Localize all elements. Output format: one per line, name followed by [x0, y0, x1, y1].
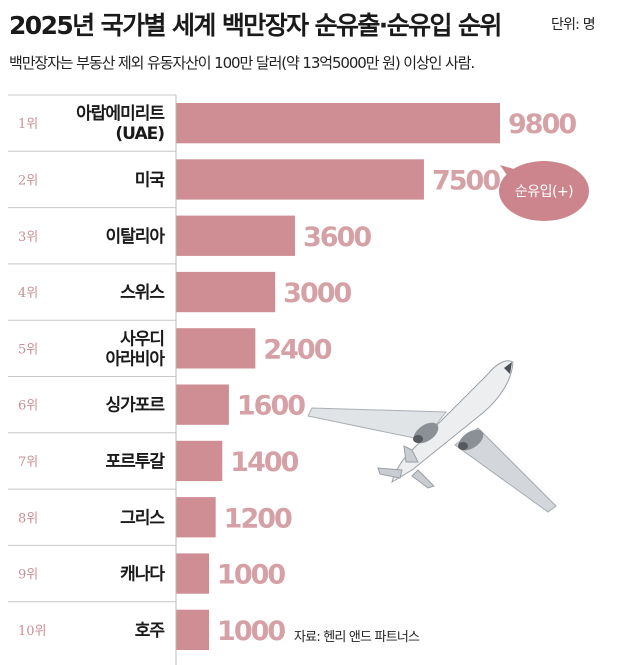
callout-text: 순유입(+)	[515, 184, 573, 200]
value-label: 1000	[217, 560, 285, 591]
value-label: 3600	[303, 222, 371, 253]
bar	[176, 215, 296, 256]
bar	[176, 440, 223, 482]
bar	[176, 553, 210, 594]
country-label: 캐나다	[120, 565, 165, 585]
rank-label: 2위	[18, 173, 38, 188]
bar	[176, 384, 229, 425]
unit-label: 단위: 명	[551, 17, 596, 33]
rank-label: 8위	[18, 511, 38, 526]
value-label: 3000	[283, 278, 351, 309]
rank-label: 10위	[18, 624, 47, 639]
rank-label: 4위	[18, 286, 38, 301]
rank-label: 5위	[18, 342, 38, 357]
country-label: 미국	[135, 170, 166, 190]
value-label: 1000	[217, 616, 285, 647]
country-label: 아라비아	[105, 349, 165, 369]
callout-bubble: 순유입(+)	[499, 161, 589, 221]
country-label: 싱가포르	[105, 396, 165, 416]
chart-subtitle: 백만장자는 부동산 제외 유동자산이 100만 달러(약 13억5000만 원)…	[9, 54, 475, 72]
country-label: 아랍에미리트	[76, 104, 165, 124]
country-label: 이탈리아	[105, 226, 165, 247]
bar	[176, 103, 500, 144]
rank-label: 1위	[18, 117, 38, 132]
value-label: 2400	[263, 334, 331, 365]
rank-label: 3위	[18, 230, 38, 245]
value-label: 1400	[230, 447, 298, 478]
airplane-illustration	[307, 360, 557, 513]
rank-label: 6위	[18, 399, 38, 414]
bar	[176, 328, 256, 369]
value-label: 1600	[237, 391, 305, 422]
country-label: 그리스	[120, 508, 165, 528]
bar	[176, 497, 216, 538]
rank-label: 9위	[18, 568, 38, 583]
source-note: 자료: 헨리 앤드 파트너스	[294, 630, 420, 645]
value-label: 1200	[224, 503, 292, 534]
value-label: 7500	[432, 165, 500, 196]
rank-label: 7위	[18, 455, 38, 470]
value-label: 9800	[508, 109, 576, 140]
country-label: 포르투갈	[105, 452, 165, 472]
country-label: 사우디	[120, 329, 164, 349]
country-label: (UAE)	[115, 124, 164, 144]
bar	[176, 159, 424, 200]
country-label: 호주	[135, 621, 166, 641]
bar	[176, 609, 210, 650]
country-label: 스위스	[120, 283, 165, 303]
chart-title: 2025년 국가별 세계 백만장자 순유출·순유입 순위	[9, 11, 502, 40]
bar	[176, 271, 276, 313]
